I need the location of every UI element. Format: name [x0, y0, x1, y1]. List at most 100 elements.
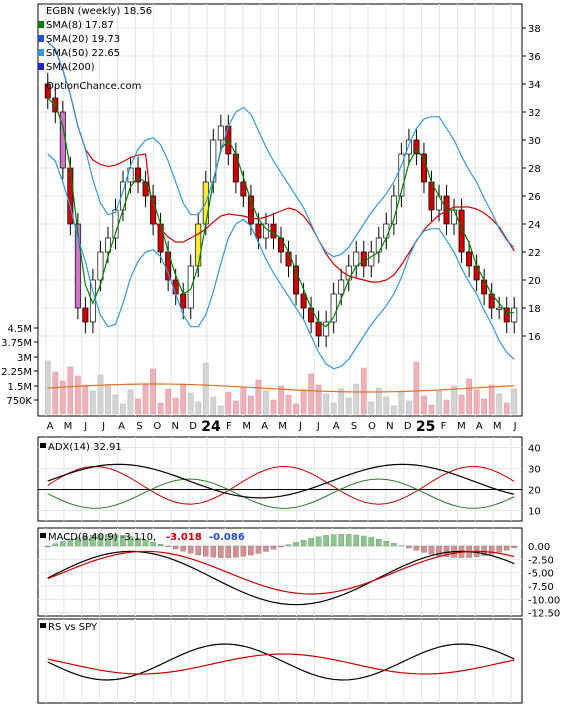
macd-hist-bar [202, 545, 209, 557]
price-tick-label: 28 [528, 164, 541, 175]
candle-body [413, 139, 420, 155]
macd-hist-value: -0.086 [209, 532, 245, 543]
macd-hist-bar [97, 534, 104, 547]
time-axis-label: F [226, 421, 232, 432]
moving-average-lines [47, 41, 515, 370]
time-axis-label: D [189, 421, 197, 432]
candle-body [44, 83, 51, 99]
adx-tick-label: 30 [528, 465, 541, 476]
candle-body [104, 237, 111, 253]
macd-tick-label: -12.50 [528, 609, 560, 620]
candle-body [74, 223, 81, 309]
time-axis-label: J [316, 421, 320, 432]
candle-body [398, 153, 405, 197]
macd-hist-bar [345, 534, 352, 547]
time-axis-label: J [513, 421, 517, 432]
volume-bar [187, 392, 194, 415]
volume-bar [428, 404, 435, 415]
time-axis-label: J [101, 421, 105, 432]
macd-hist-bar [383, 541, 390, 547]
macd-hist-bar [67, 539, 74, 547]
volume-bar [398, 391, 405, 415]
candle-body [240, 181, 247, 197]
macd-panel [37, 527, 523, 617]
candle-body [142, 181, 149, 197]
macd-hist-bar [172, 545, 179, 550]
macd-signal-line [47, 550, 515, 595]
candle-body [353, 251, 360, 267]
volume-bar [59, 380, 66, 415]
time-axis-label: 24 [201, 419, 221, 435]
candle-body [172, 279, 179, 295]
candle-body [458, 209, 465, 253]
price-tick-label: 26 [528, 192, 541, 203]
macd-hist-bar [44, 545, 51, 548]
macd-hist-bar [60, 541, 66, 547]
rs-average-line [47, 653, 515, 675]
volume-bar [375, 387, 382, 415]
candle-body [503, 307, 510, 323]
volume-bar [157, 402, 164, 415]
volume-bar [232, 400, 239, 415]
time-axis-label: M [64, 421, 73, 432]
macd-lines [47, 550, 515, 606]
volume-bar [345, 397, 352, 415]
macd-hist-bar [240, 545, 247, 557]
rs-panel [37, 618, 523, 704]
macd-hist-bar [278, 545, 284, 548]
macd-hist-bar [135, 537, 141, 547]
volume-bar [240, 386, 247, 415]
volume-bar [112, 394, 119, 415]
sma50-line [47, 41, 515, 283]
price-tick-label: 30 [528, 136, 541, 147]
volume-bar [210, 396, 217, 415]
time-axis-label: A [261, 421, 268, 432]
macd-hist-bar [300, 540, 307, 547]
volume-bar [278, 385, 284, 415]
macd-hist-bar [195, 545, 202, 556]
time-axis-label: F [441, 421, 447, 432]
volume-average-line [47, 383, 515, 393]
volume-bar [466, 378, 472, 415]
macd-hist-bar [511, 545, 518, 549]
candle-body [368, 251, 375, 267]
volume-tick-label: 750K [6, 396, 32, 407]
macd-hist-bar [421, 545, 427, 553]
volume-bar [315, 384, 322, 415]
volume-bar [105, 385, 111, 415]
price-axis: 38 36 34 32 30 28 26 24 22 20 18 16 [522, 24, 541, 343]
candle-body [383, 223, 390, 239]
time-axis-label: J [298, 421, 302, 432]
volume-bar [180, 383, 187, 415]
macd-hist-bar [165, 545, 171, 547]
candle-body [82, 307, 89, 323]
candle-body [255, 223, 262, 239]
candle-body [247, 195, 254, 225]
volume-bars [44, 360, 518, 415]
adx-tick-label: 40 [528, 444, 541, 455]
candle-body [270, 223, 277, 239]
macd-hist-bar [180, 545, 186, 552]
volume-bar [97, 374, 104, 415]
macd-hist-bar [233, 545, 239, 558]
candle-body [180, 293, 187, 309]
macd-hist-bar [376, 538, 382, 547]
volume-bar [150, 368, 156, 415]
candle-body [338, 279, 345, 295]
time-axis-label: O [153, 421, 161, 432]
volume-bar [202, 362, 209, 415]
macd-hist-bar [210, 545, 217, 558]
bollinger-upper-line [47, 41, 515, 258]
macd-hist-bar [323, 535, 329, 547]
time-axis-label: A [47, 421, 54, 432]
volume-bar [263, 390, 269, 415]
volume-bar [473, 389, 480, 415]
volume-bar [165, 388, 172, 415]
macd-hist-bar [488, 545, 495, 555]
volume-bar [248, 395, 254, 415]
legend-sma8-swatch [38, 21, 44, 28]
macd-hist-bar [496, 545, 502, 553]
macd-hist-bar [263, 545, 269, 552]
candle-body [466, 251, 473, 267]
